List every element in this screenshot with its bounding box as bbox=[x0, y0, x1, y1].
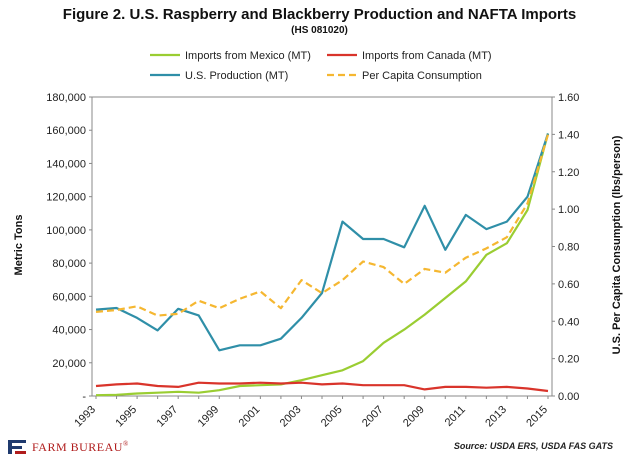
x-tick-label: 2001 bbox=[237, 404, 263, 430]
legend-entry: Imports from Mexico (MT) bbox=[185, 50, 311, 62]
x-tick-label: 2013 bbox=[483, 404, 509, 430]
y-tick-label: 20,000 bbox=[52, 358, 86, 370]
x-tick-label: 2015 bbox=[524, 404, 550, 430]
y-axis-label: Metric Tons bbox=[13, 215, 25, 276]
y2-tick-label: 0.20 bbox=[558, 354, 579, 366]
x-tick-label: 2009 bbox=[401, 404, 427, 430]
y-tick-label: 60,000 bbox=[52, 291, 86, 303]
y2-axis-label: U.S. Per Capita Consumption (lbs/person) bbox=[611, 135, 623, 354]
legend-entry: Imports from Canada (MT) bbox=[362, 50, 492, 62]
y2-tick-label: 1.40 bbox=[558, 129, 579, 141]
y-tick-label: 180,000 bbox=[46, 92, 86, 104]
y2-tick-label: 1.60 bbox=[558, 92, 579, 104]
farm-bureau-logo-icon bbox=[8, 440, 26, 454]
farm-bureau-logo: FARM BUREAU® bbox=[6, 438, 129, 456]
y-tick-label: 140,000 bbox=[46, 158, 86, 170]
y-tick-label: - bbox=[82, 391, 86, 403]
y-tick-label: 160,000 bbox=[46, 125, 86, 137]
legend-entry: U.S. Production (MT) bbox=[185, 70, 288, 82]
chart-subtitle: (HS 081020) bbox=[291, 25, 348, 36]
plot-area bbox=[91, 96, 553, 397]
legend-entry: Per Capita Consumption bbox=[362, 70, 482, 82]
chart-title: Figure 2. U.S. Raspberry and Blackberry … bbox=[62, 6, 577, 23]
x-tick-label: 1999 bbox=[196, 404, 222, 430]
y2-tick-label: 0.80 bbox=[558, 242, 579, 254]
y-tick-label: 40,000 bbox=[52, 325, 86, 337]
series-line-per-capita-consumption bbox=[95, 134, 550, 317]
y2-tick-label: 0.40 bbox=[558, 316, 579, 328]
y2-tick-label: 1.00 bbox=[558, 204, 579, 216]
x-tick-label: 2011 bbox=[443, 404, 468, 429]
farm-bureau-logo-text: FARM BUREAU® bbox=[32, 439, 129, 454]
series-line-u-s-production-mt bbox=[95, 133, 550, 352]
x-tick-label: 1997 bbox=[155, 404, 181, 430]
series-line-imports-from-canada-mt bbox=[95, 381, 549, 393]
y-tick-label: 80,000 bbox=[52, 258, 86, 270]
series-line-imports-from-mexico-mt bbox=[95, 133, 550, 397]
x-tick-label: 2005 bbox=[319, 404, 345, 430]
x-tick-label: 1995 bbox=[113, 404, 139, 430]
source-note: Source: USDA ERS, USDA FAS GATS bbox=[453, 441, 613, 451]
x-tick-label: 2007 bbox=[360, 404, 386, 430]
x-tick-label: 1993 bbox=[72, 404, 98, 430]
y-tick-label: 100,000 bbox=[46, 225, 86, 237]
y2-tick-label: 1.20 bbox=[558, 167, 579, 179]
x-tick-label: 2003 bbox=[278, 404, 304, 430]
y2-tick-label: 0.00 bbox=[558, 391, 579, 403]
y-tick-label: 120,000 bbox=[46, 192, 86, 204]
y2-tick-label: 0.60 bbox=[558, 279, 579, 291]
